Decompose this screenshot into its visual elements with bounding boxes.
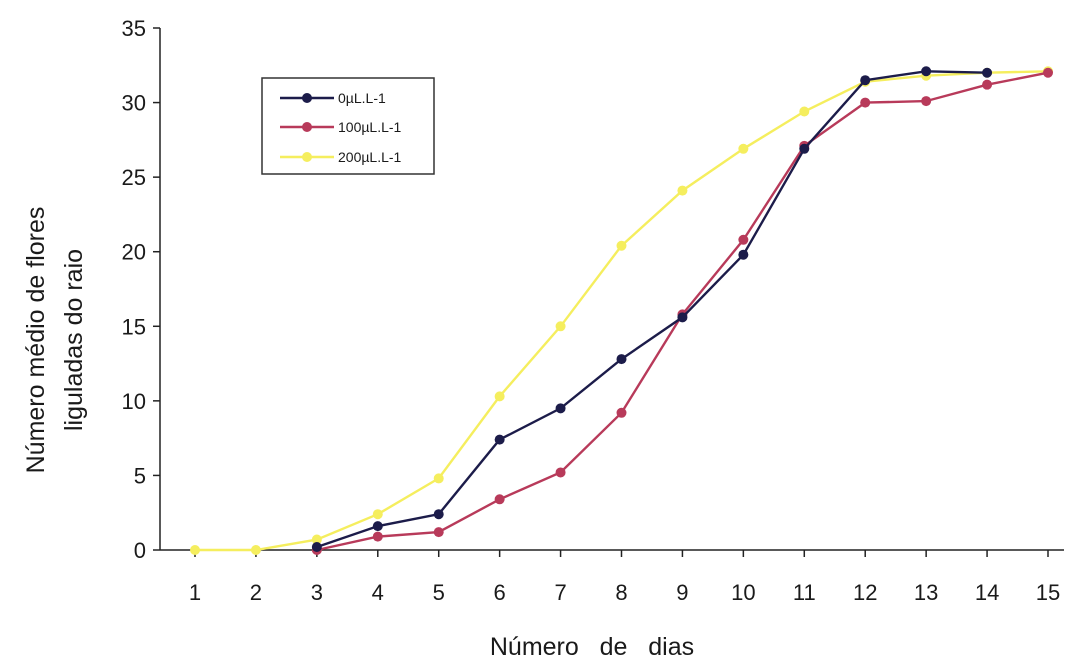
- data-point: [1043, 67, 1053, 78]
- x-tick-label: 2: [250, 580, 262, 605]
- y-tick-label: 5: [134, 463, 146, 488]
- data-point: [311, 534, 322, 545]
- data-point: [372, 521, 383, 532]
- series-1: [311, 66, 993, 553]
- legend-item: 200µL.L-1: [280, 149, 402, 165]
- data-point: [982, 67, 993, 78]
- data-point: [555, 403, 566, 414]
- data-point: [494, 391, 505, 402]
- x-tick-label: 13: [914, 580, 938, 605]
- data-point: [921, 66, 932, 77]
- data-point: [433, 473, 444, 484]
- x-tick-label: 15: [1036, 580, 1060, 605]
- x-tick-label: 14: [975, 580, 999, 605]
- data-point: [860, 97, 871, 108]
- y-tick-label: 15: [122, 314, 146, 339]
- y-axis-title: Número médio de flores: [22, 207, 50, 474]
- y-tick-label: 10: [122, 389, 146, 414]
- legend-swatch-marker: [302, 93, 312, 103]
- x-tick-label: 9: [676, 580, 688, 605]
- data-point: [677, 312, 688, 323]
- data-point: [250, 545, 261, 555]
- legend-item: 100µL.L-1: [280, 119, 402, 135]
- data-point: [433, 527, 444, 538]
- axes: [159, 28, 1064, 551]
- data-point: [190, 545, 200, 555]
- data-point: [799, 143, 810, 154]
- series-line: [316, 70, 988, 549]
- data-point: [311, 542, 322, 553]
- data-point: [738, 249, 749, 260]
- x-tick-label: 5: [433, 580, 445, 605]
- legend: 0µL.L-1 100µL.L-1 200µL.L-1: [261, 77, 435, 175]
- data-point: [677, 185, 688, 196]
- y-tick-label: 35: [122, 16, 146, 41]
- data-point: [555, 321, 566, 332]
- series-layer: [190, 66, 1053, 555]
- data-point: [738, 143, 749, 154]
- y-tick-label: 30: [122, 91, 146, 116]
- data-point: [616, 354, 627, 365]
- y-axis-ticks: 0 5 10 15 20 25 30 35: [122, 16, 160, 563]
- x-tick-label: 7: [554, 580, 566, 605]
- legend-label: 0µL.L-1: [338, 90, 386, 106]
- x-tick-label: 4: [372, 580, 384, 605]
- data-point: [738, 234, 749, 245]
- legend-item: 0µL.L-1: [280, 90, 386, 106]
- x-tick-label: 3: [311, 580, 323, 605]
- legend-items: 0µL.L-1 100µL.L-1 200µL.L-1: [280, 90, 402, 165]
- x-axis-ticks: 1 2 3 4 5 6 7 8 9 10 11 12 13 14 15: [189, 550, 1060, 605]
- y-axis-title-line-1: Número médio de flores: [22, 207, 50, 474]
- y-axis-title-line-2: liguladas do raio: [60, 249, 88, 431]
- data-point: [799, 106, 810, 117]
- legend-label: 200µL.L-1: [338, 149, 402, 165]
- data-point: [494, 434, 505, 445]
- data-point: [921, 96, 932, 107]
- legend-swatch-marker: [302, 152, 312, 162]
- legend-label: 100µL.L-1: [338, 119, 402, 135]
- data-point: [494, 494, 505, 505]
- x-axis-title: Número de dias: [490, 633, 694, 661]
- data-point: [433, 509, 444, 520]
- x-tick-label: 10: [731, 580, 755, 605]
- data-point: [860, 75, 871, 86]
- data-point: [372, 509, 383, 520]
- y-axis-title-2: liguladas do raio: [60, 249, 88, 431]
- x-tick-label: 8: [615, 580, 627, 605]
- data-point: [616, 240, 627, 251]
- x-tick-label: 6: [494, 580, 506, 605]
- legend-swatch-marker: [302, 122, 312, 132]
- y-tick-label: 0: [134, 538, 146, 563]
- x-tick-label: 12: [853, 580, 877, 605]
- x-tick-label: 11: [793, 580, 816, 605]
- x-tick-label: 1: [189, 580, 201, 605]
- data-point: [616, 407, 627, 418]
- data-point: [982, 79, 993, 90]
- data-point: [372, 531, 383, 542]
- data-point: [555, 467, 566, 478]
- y-tick-label: 20: [122, 240, 146, 265]
- y-tick-label: 25: [122, 165, 146, 190]
